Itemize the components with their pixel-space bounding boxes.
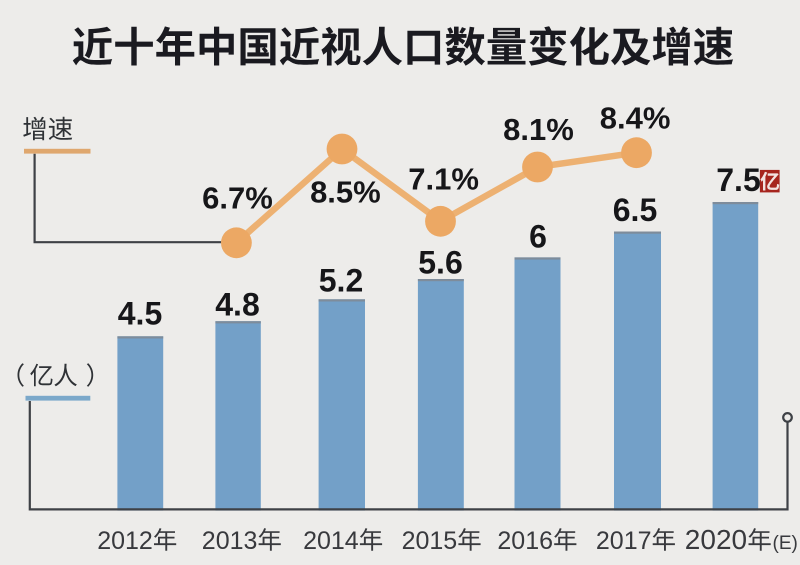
svg-text:2013: 2013 bbox=[202, 527, 258, 555]
svg-text:8.1%: 8.1% bbox=[503, 112, 574, 147]
svg-text:8.4%: 8.4% bbox=[600, 101, 671, 136]
svg-text:6: 6 bbox=[529, 218, 547, 254]
svg-text:5.2: 5.2 bbox=[319, 263, 363, 299]
svg-text:8.5%: 8.5% bbox=[310, 175, 381, 210]
svg-text:6.5: 6.5 bbox=[613, 192, 657, 228]
svg-text:2016: 2016 bbox=[497, 527, 553, 555]
svg-text:5.6: 5.6 bbox=[418, 245, 462, 281]
svg-text:(E): (E) bbox=[773, 533, 798, 554]
svg-text:2015: 2015 bbox=[402, 527, 458, 555]
svg-text:2014: 2014 bbox=[303, 527, 359, 555]
svg-text:7.1%: 7.1% bbox=[408, 161, 479, 196]
svg-text:2017: 2017 bbox=[596, 527, 652, 555]
svg-text:2020: 2020 bbox=[685, 524, 747, 555]
svg-text:2012: 2012 bbox=[97, 527, 153, 555]
svg-text:4.8: 4.8 bbox=[215, 287, 259, 323]
svg-text:6.7%: 6.7% bbox=[202, 181, 273, 216]
svg-text:7.5: 7.5 bbox=[716, 162, 760, 198]
svg-text:4.5: 4.5 bbox=[118, 296, 162, 332]
